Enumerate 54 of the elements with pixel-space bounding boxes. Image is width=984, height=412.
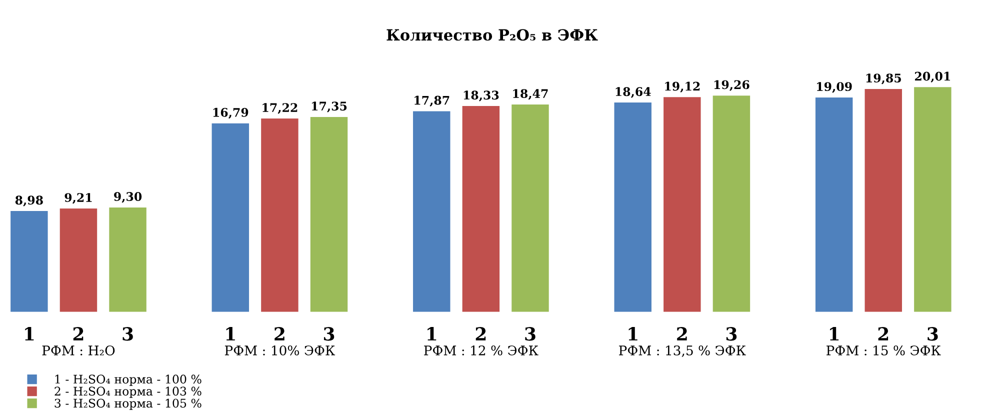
text: 2	[476, 327, 486, 340]
data-label: 17,87	[414, 96, 450, 107]
bar	[864, 88, 902, 312]
data-label: 19,85	[866, 74, 901, 84]
legend-label: 2 - H₂SO₄ норма - 103 %	[54, 386, 202, 398]
data-label: 18,33	[464, 90, 499, 102]
data-label: 17,35	[312, 102, 347, 112]
legend-label: 1 - H₂SO₄ норма - 100 %	[55, 374, 202, 386]
text: 1	[25, 327, 34, 340]
bar	[664, 97, 701, 312]
data-label: 16,79	[213, 108, 248, 119]
data-label: 9,21	[64, 193, 92, 204]
text: 2	[878, 327, 888, 340]
bar	[60, 208, 98, 312]
x-tick-label: РФМ : 15 % ЭФК	[826, 345, 941, 356]
data-label: 18,47	[513, 89, 548, 100]
text: 3	[122, 327, 133, 341]
data-label: 9,30	[114, 192, 142, 203]
bar	[212, 123, 250, 312]
text: 3	[324, 327, 334, 341]
text: 3	[928, 327, 938, 341]
text: 2	[73, 327, 84, 340]
text: 3	[525, 327, 536, 341]
data-label: 19,09	[817, 82, 852, 93]
data-label: 19,12	[665, 82, 700, 92]
bar	[462, 106, 500, 312]
x-tick-label: РФМ : 10% ЭФК	[224, 345, 336, 356]
x-tick-label: РФМ : H₂O	[42, 345, 115, 356]
data-label: 20,01	[914, 72, 950, 82]
bar	[512, 104, 549, 312]
bar	[109, 207, 146, 312]
x-tick-label: РФМ : 13,5 % ЭФК	[619, 345, 746, 358]
bar	[310, 117, 348, 312]
bar	[614, 102, 652, 312]
data-label: 17,22	[262, 103, 298, 114]
text: 1	[830, 327, 839, 340]
bar	[413, 111, 450, 312]
data-label: 8,98	[15, 196, 43, 206]
text: 3	[726, 327, 737, 341]
bar	[914, 87, 952, 312]
text: 2	[274, 327, 284, 340]
data-label: 18,64	[616, 87, 651, 98]
bar	[815, 97, 853, 312]
bar	[712, 96, 750, 312]
text: 1	[628, 327, 638, 340]
text: 1	[428, 327, 436, 340]
bar	[10, 211, 48, 312]
text: 2	[677, 327, 687, 340]
chart-title: Количество P₂O₅ в ЭФК	[386, 29, 598, 41]
text: 1	[226, 327, 235, 340]
legend-label: 3 - H₂SO₄ норма - 105 %	[54, 398, 202, 410]
x-tick-label: РФМ : 12 % ЭФК	[424, 345, 538, 356]
bar	[261, 118, 298, 312]
data-label: 19,26	[714, 80, 750, 91]
